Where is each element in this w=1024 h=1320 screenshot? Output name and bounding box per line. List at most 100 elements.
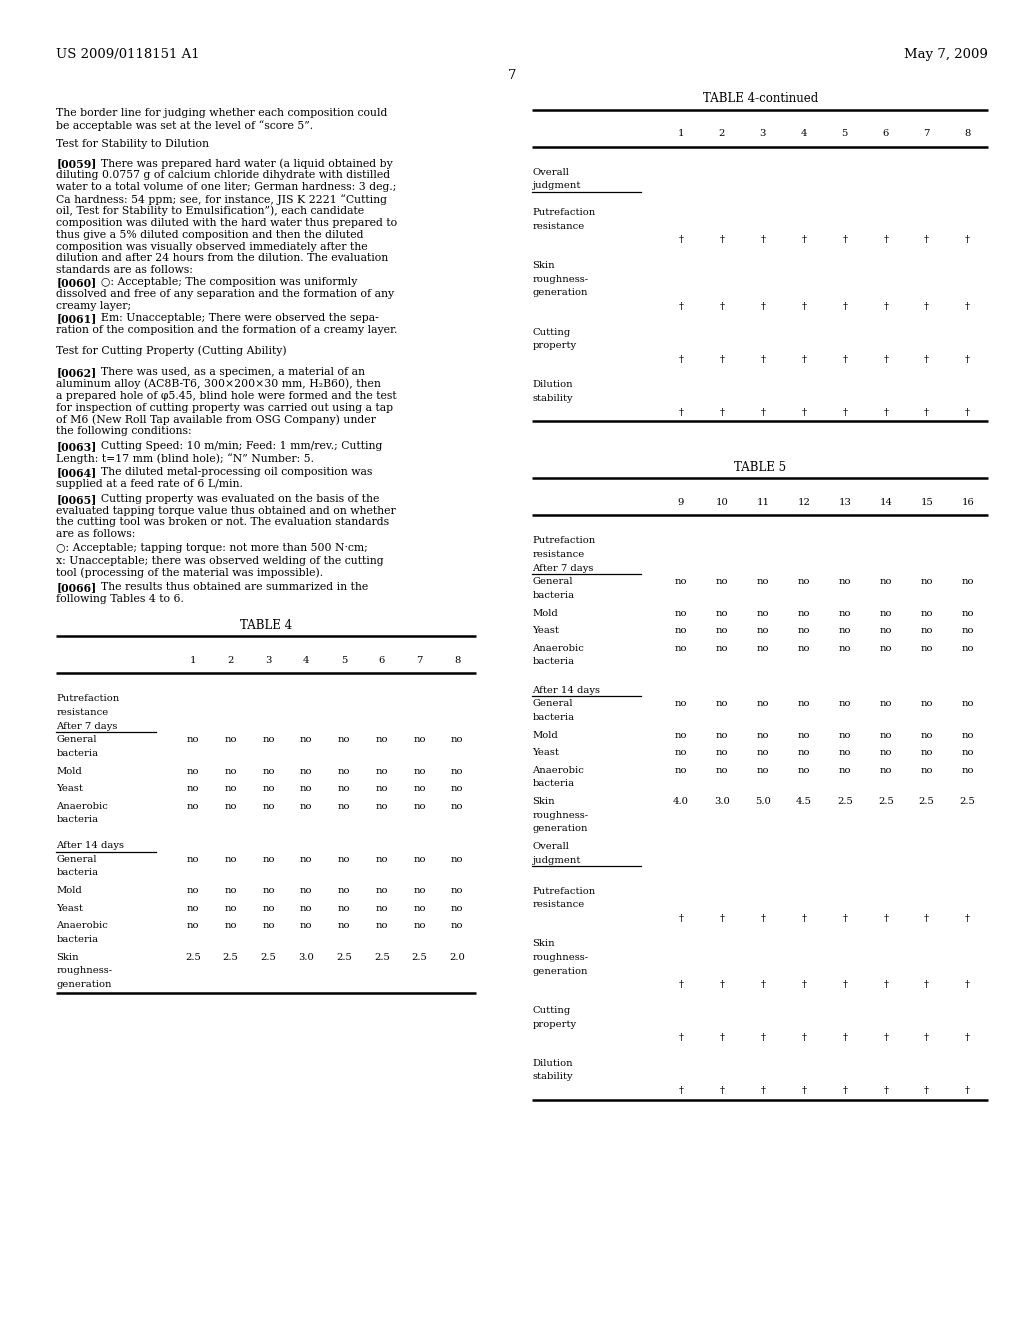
Text: no: no — [962, 644, 974, 653]
Text: †: † — [966, 913, 970, 923]
Text: no: no — [376, 921, 388, 931]
Text: 2.5: 2.5 — [336, 953, 352, 961]
Text: no: no — [224, 767, 237, 776]
Text: TABLE 4: TABLE 4 — [241, 619, 292, 632]
Text: †: † — [925, 1086, 929, 1096]
Text: no: no — [757, 626, 769, 635]
Text: bacteria: bacteria — [56, 935, 98, 944]
Text: no: no — [921, 644, 933, 653]
Text: no: no — [262, 784, 274, 793]
Text: no: no — [186, 784, 200, 793]
Text: no: no — [414, 767, 426, 776]
Text: for inspection of cutting property was carried out using a tap: for inspection of cutting property was c… — [56, 403, 393, 413]
Text: †: † — [802, 235, 806, 244]
Text: no: no — [224, 904, 237, 912]
Text: no: no — [414, 886, 426, 895]
Text: †: † — [884, 981, 888, 990]
Text: There was used, as a specimen, a material of an: There was used, as a specimen, a materia… — [90, 367, 366, 378]
Text: no: no — [338, 855, 350, 863]
Text: bacteria: bacteria — [532, 591, 574, 599]
Text: †: † — [761, 913, 765, 923]
Text: †: † — [843, 408, 847, 417]
Text: 5: 5 — [341, 656, 347, 665]
Text: no: no — [839, 609, 851, 618]
Text: no: no — [300, 855, 312, 863]
Text: [0066]: [0066] — [56, 582, 96, 593]
Text: Putrefaction: Putrefaction — [532, 209, 596, 218]
Text: 7: 7 — [417, 656, 423, 665]
Text: no: no — [186, 767, 200, 776]
Text: After 14 days: After 14 days — [532, 685, 600, 694]
Text: After 7 days: After 7 days — [532, 564, 594, 573]
Text: composition was diluted with the hard water thus prepared to: composition was diluted with the hard wa… — [56, 218, 397, 228]
Text: Anaerobic: Anaerobic — [532, 766, 585, 775]
Text: 3: 3 — [265, 656, 271, 665]
Text: no: no — [675, 644, 687, 653]
Text: †: † — [843, 302, 847, 312]
Text: ○: Acceptable; tapping torque: not more than 500 N·cm;: ○: Acceptable; tapping torque: not more … — [56, 543, 368, 553]
Text: no: no — [880, 644, 892, 653]
Text: 10: 10 — [716, 498, 728, 507]
Text: dissolved and free of any separation and the formation of any: dissolved and free of any separation and… — [56, 289, 394, 300]
Text: no: no — [300, 784, 312, 793]
Text: no: no — [338, 767, 350, 776]
Text: the cutting tool was broken or not. The evaluation standards: the cutting tool was broken or not. The … — [56, 517, 389, 528]
Text: no: no — [338, 801, 350, 810]
Text: Length: t=17 mm (blind hole); “N” Number: 5.: Length: t=17 mm (blind hole); “N” Number… — [56, 453, 314, 463]
Text: no: no — [716, 609, 728, 618]
Text: †: † — [761, 1034, 765, 1043]
Text: [0062]: [0062] — [56, 367, 96, 378]
Text: 16: 16 — [962, 498, 974, 507]
Text: Skin: Skin — [532, 261, 555, 271]
Text: Anaerobic: Anaerobic — [532, 644, 585, 653]
Text: †: † — [884, 408, 888, 417]
Text: no: no — [300, 735, 312, 744]
Text: †: † — [761, 408, 765, 417]
Text: no: no — [716, 766, 728, 775]
Text: Yeast: Yeast — [532, 748, 559, 758]
Text: 8: 8 — [454, 656, 461, 665]
Text: TABLE 4-continued: TABLE 4-continued — [702, 92, 818, 106]
Text: judgment: judgment — [532, 181, 581, 190]
Text: no: no — [451, 886, 464, 895]
Text: †: † — [761, 981, 765, 990]
Text: following Tables 4 to 6.: following Tables 4 to 6. — [56, 594, 184, 605]
Text: no: no — [224, 801, 237, 810]
Text: no: no — [798, 626, 810, 635]
Text: generation: generation — [532, 825, 588, 833]
Text: no: no — [376, 801, 388, 810]
Text: no: no — [338, 904, 350, 912]
Text: General: General — [532, 700, 573, 709]
Text: There was prepared hard water (a liquid obtained by: There was prepared hard water (a liquid … — [90, 158, 393, 169]
Text: no: no — [675, 748, 687, 758]
Text: no: no — [186, 801, 200, 810]
Text: no: no — [300, 904, 312, 912]
Text: no: no — [414, 921, 426, 931]
Text: †: † — [802, 913, 806, 923]
Text: no: no — [798, 730, 810, 739]
Text: †: † — [925, 1034, 929, 1043]
Text: 4.5: 4.5 — [796, 797, 812, 807]
Text: 14: 14 — [880, 498, 892, 507]
Text: no: no — [451, 784, 464, 793]
Text: no: no — [716, 626, 728, 635]
Text: no: no — [962, 577, 974, 586]
Text: US 2009/0118151 A1: US 2009/0118151 A1 — [56, 48, 200, 61]
Text: no: no — [839, 577, 851, 586]
Text: no: no — [716, 748, 728, 758]
Text: General: General — [532, 577, 573, 586]
Text: no: no — [675, 730, 687, 739]
Text: no: no — [224, 886, 237, 895]
Text: 6: 6 — [379, 656, 385, 665]
Text: no: no — [675, 626, 687, 635]
Text: 2.5: 2.5 — [837, 797, 853, 807]
Text: generation: generation — [532, 966, 588, 975]
Text: †: † — [966, 235, 970, 244]
Text: no: no — [798, 577, 810, 586]
Text: Cutting: Cutting — [532, 1006, 570, 1015]
Text: †: † — [679, 408, 683, 417]
Text: tool (processing of the material was impossible).: tool (processing of the material was imp… — [56, 568, 324, 578]
Text: Putrefaction: Putrefaction — [532, 536, 596, 545]
Text: no: no — [338, 921, 350, 931]
Text: Cutting property was evaluated on the basis of the: Cutting property was evaluated on the ba… — [90, 494, 380, 504]
